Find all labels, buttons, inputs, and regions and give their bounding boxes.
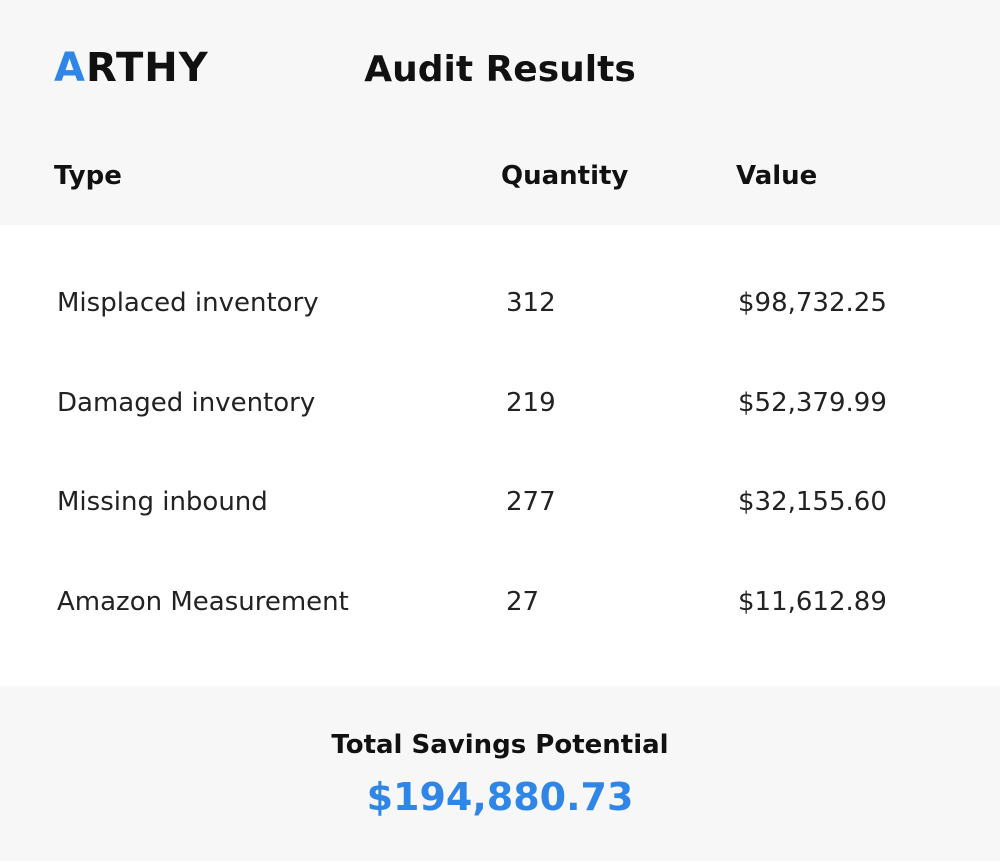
table-cell: Amazon Measurement [57,586,349,617]
footer-band [0,686,1000,861]
table-cell: $52,379.99 [738,387,887,418]
total-value: $194,880.73 [366,775,634,819]
table-cell: Damaged inventory [57,387,316,418]
table-cell: $32,155.60 [738,487,887,517]
column-header: Type [54,161,122,191]
total-label: Total Savings Potential [331,730,669,760]
table-cell: 219 [506,387,556,418]
table-cell: 27 [506,586,540,617]
table-cell: $11,612.89 [738,586,887,617]
column-header: Quantity [501,161,629,191]
logo: ARTHY [54,45,209,91]
table-cell: Missing inbound [57,487,268,517]
table-cell: 277 [506,487,556,517]
title: Audit Results [364,49,636,90]
table-cell: $98,732.25 [738,288,887,318]
table-cell: 312 [506,288,556,318]
column-header: Value [736,161,818,191]
table-cell: Misplaced inventory [57,288,319,318]
header-band [0,0,1000,225]
